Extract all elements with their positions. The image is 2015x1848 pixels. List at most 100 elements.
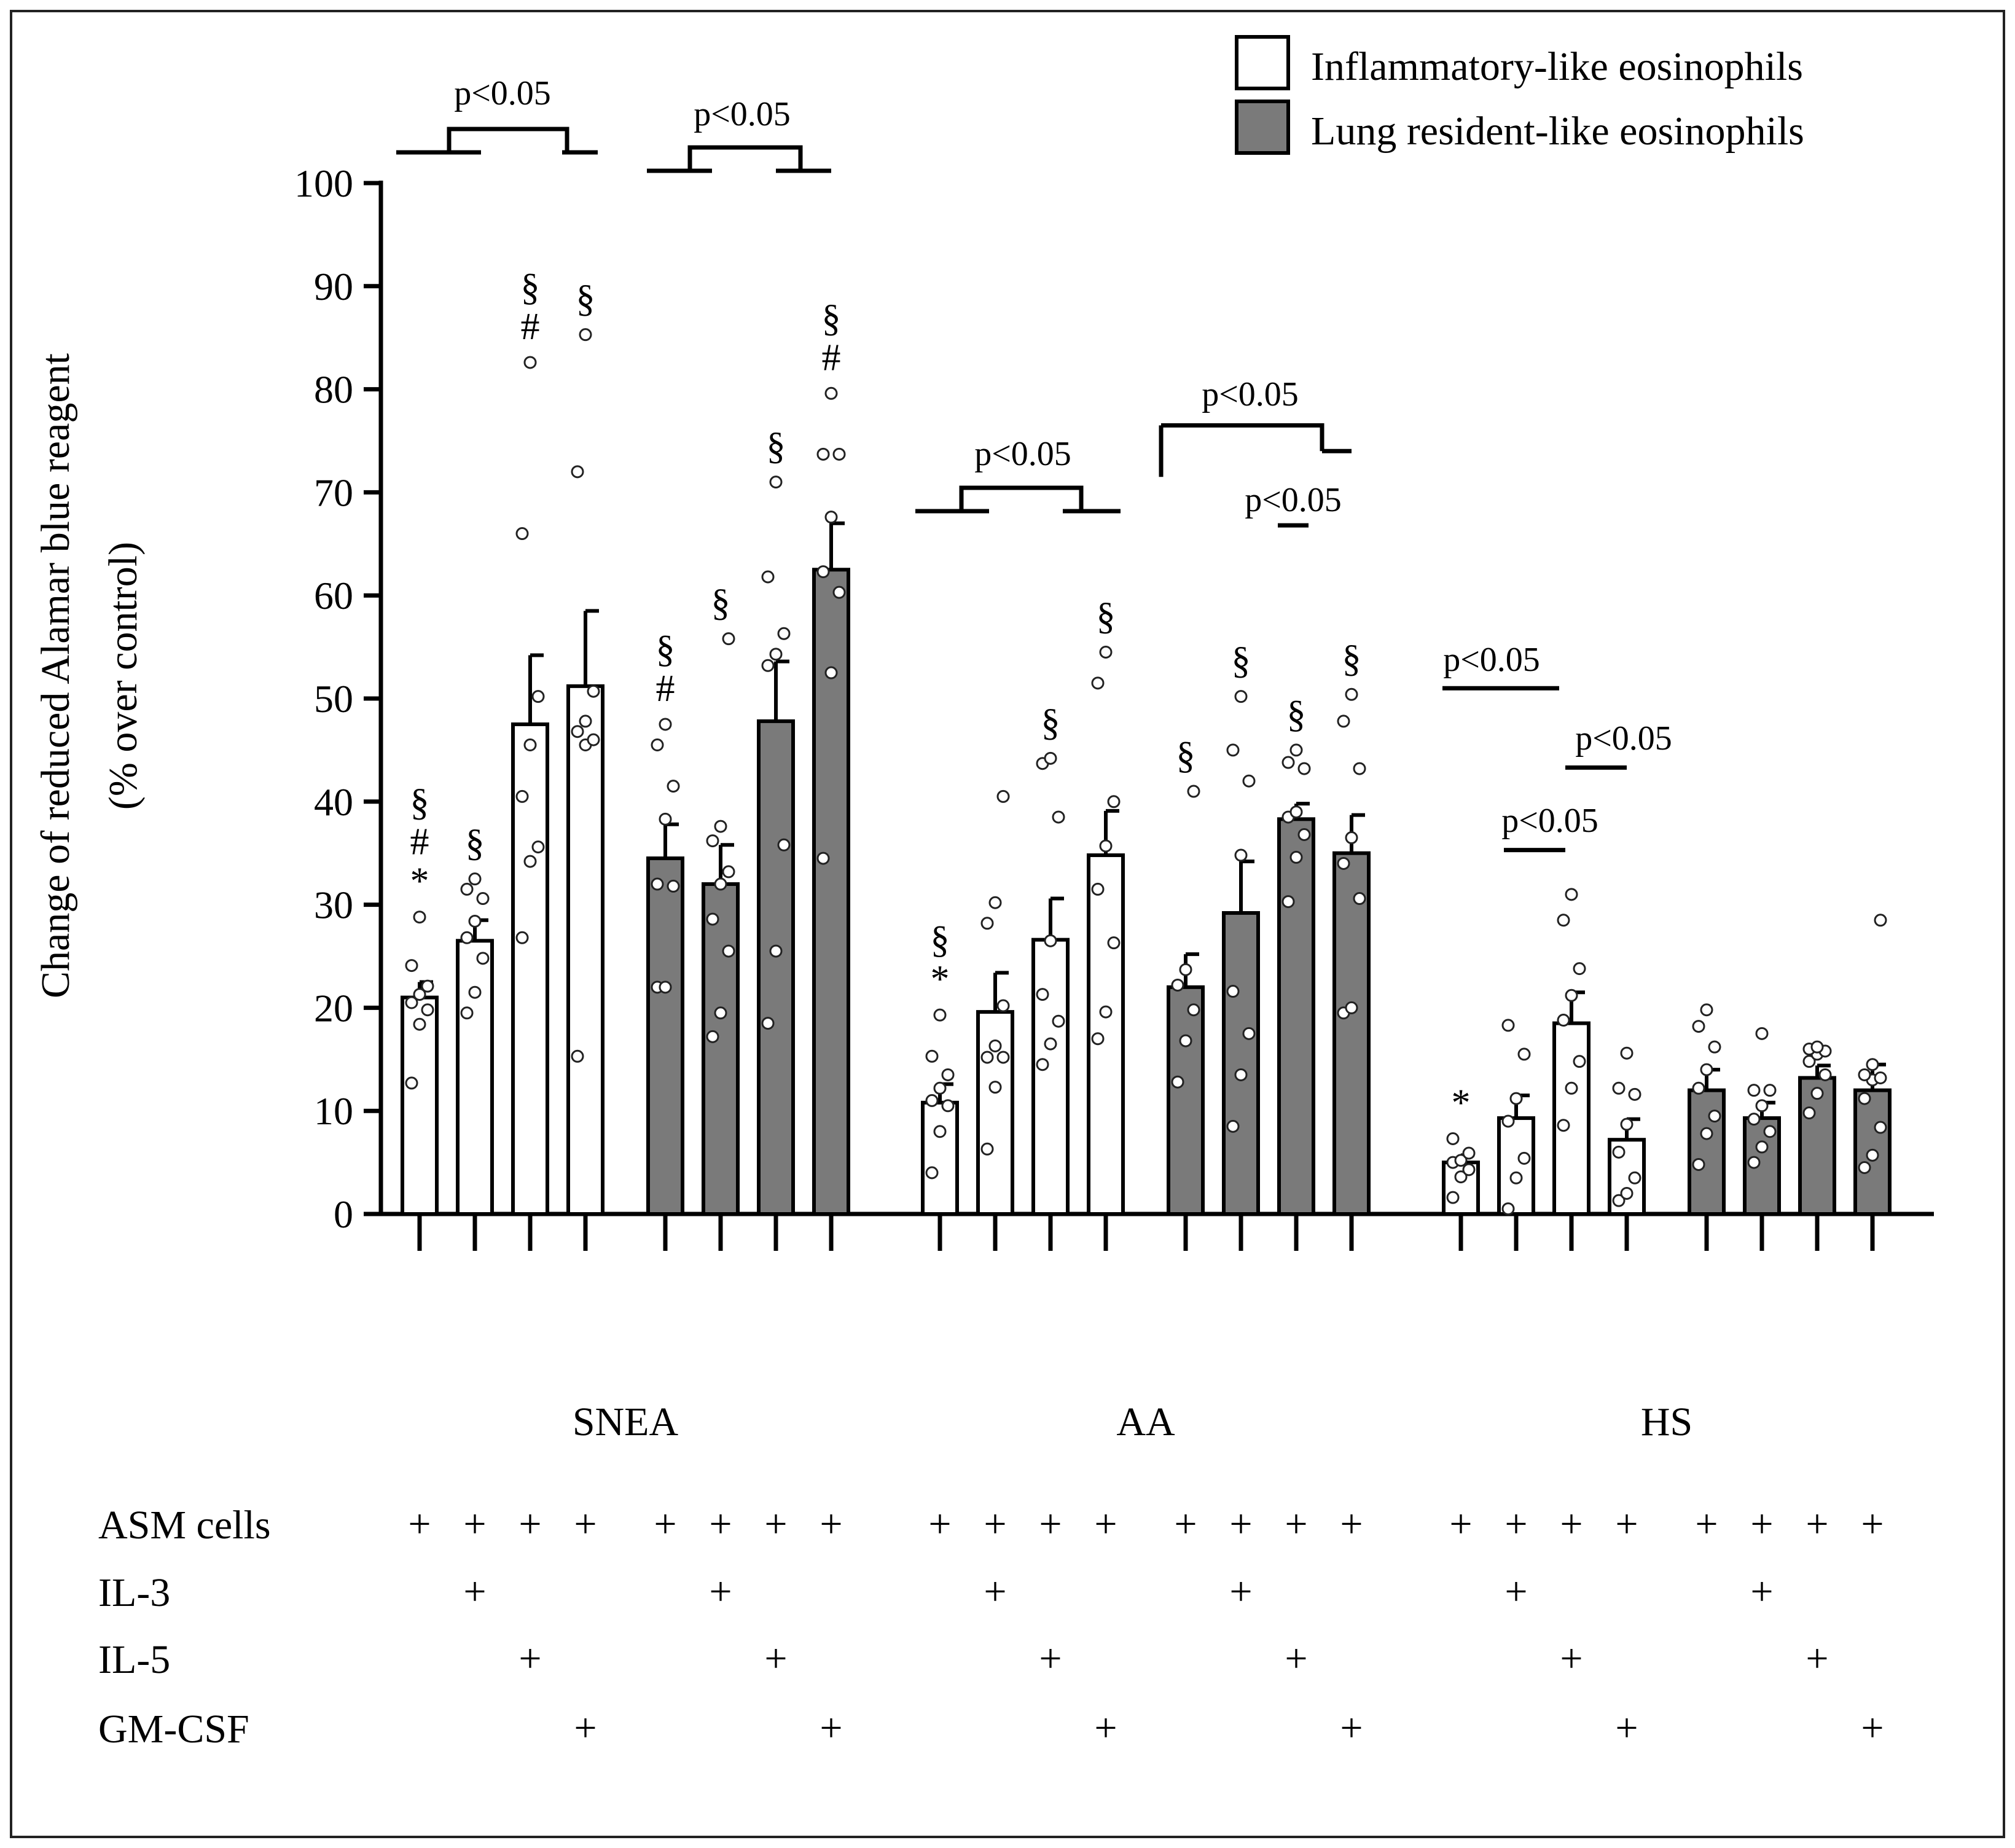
significance-mark: § bbox=[656, 628, 675, 670]
data-point bbox=[651, 877, 664, 891]
y-tick-label: 30 bbox=[314, 883, 353, 927]
data-point bbox=[824, 511, 838, 524]
data-point bbox=[405, 1076, 418, 1090]
significance-mark: § bbox=[711, 582, 730, 624]
data-point bbox=[1289, 743, 1303, 757]
data-point bbox=[1345, 687, 1358, 701]
data-point bbox=[1297, 828, 1311, 841]
data-point bbox=[421, 1003, 434, 1017]
condition-plus: + bbox=[820, 1502, 842, 1546]
data-point bbox=[714, 820, 727, 833]
condition-plus: + bbox=[709, 1502, 732, 1546]
condition-plus: + bbox=[984, 1502, 1006, 1546]
comparison-label: p<0.05 bbox=[1575, 719, 1672, 758]
data-point bbox=[579, 715, 592, 728]
data-point bbox=[941, 1099, 955, 1113]
data-point bbox=[1171, 1075, 1184, 1089]
data-point bbox=[722, 632, 735, 646]
data-point bbox=[925, 1166, 939, 1180]
condition-plus: + bbox=[1615, 1705, 1638, 1750]
condition-plus: + bbox=[1750, 1569, 1773, 1614]
data-point bbox=[1337, 715, 1350, 728]
data-point bbox=[933, 1125, 947, 1138]
data-point bbox=[587, 684, 600, 698]
data-point bbox=[980, 917, 994, 930]
data-point bbox=[523, 738, 537, 752]
condition-plus: + bbox=[1750, 1502, 1773, 1546]
data-point bbox=[1242, 1027, 1256, 1040]
data-point bbox=[1179, 1034, 1192, 1047]
data-point bbox=[769, 476, 783, 489]
data-point bbox=[761, 659, 775, 672]
data-point bbox=[1036, 988, 1049, 1001]
legend-label-inflammatory: Inflammatory-like eosinophils bbox=[1311, 44, 1803, 89]
data-point bbox=[1462, 1146, 1476, 1160]
condition-plus: + bbox=[1039, 1636, 1062, 1681]
data-point bbox=[1289, 805, 1303, 819]
data-point bbox=[714, 877, 727, 891]
comparison-bracket bbox=[396, 127, 598, 155]
data-point bbox=[1036, 1058, 1049, 1071]
data-point bbox=[816, 565, 830, 579]
data-point bbox=[1858, 1161, 1871, 1174]
bar bbox=[757, 719, 795, 1216]
significance-mark: * bbox=[410, 861, 429, 902]
data-point bbox=[988, 1039, 1002, 1052]
data-point bbox=[667, 780, 680, 793]
data-point bbox=[706, 834, 719, 848]
data-point bbox=[659, 812, 672, 826]
data-point bbox=[579, 328, 592, 342]
significance-mark: # bbox=[656, 668, 675, 710]
condition-plus: + bbox=[1560, 1502, 1583, 1546]
data-point bbox=[1226, 1119, 1240, 1133]
comparison-bracket bbox=[915, 485, 1121, 514]
y-tick-label: 100 bbox=[294, 162, 353, 205]
condition-plus: + bbox=[1560, 1636, 1583, 1681]
data-point bbox=[1755, 1140, 1769, 1154]
data-point bbox=[1226, 985, 1240, 998]
data-point bbox=[460, 931, 474, 944]
significance-mark: § bbox=[521, 267, 540, 308]
bar bbox=[1031, 938, 1070, 1216]
significance-mark: § bbox=[1342, 638, 1361, 679]
condition-plus: + bbox=[820, 1705, 842, 1750]
data-point bbox=[941, 1068, 955, 1081]
data-point bbox=[1700, 1003, 1713, 1017]
group-label: HS bbox=[1641, 1400, 1692, 1444]
data-point bbox=[413, 988, 426, 1001]
y-tick-label: 60 bbox=[314, 574, 353, 617]
condition-plus: + bbox=[574, 1705, 597, 1750]
data-point bbox=[1810, 1040, 1824, 1054]
data-point bbox=[1509, 1171, 1523, 1184]
data-point bbox=[1708, 1040, 1721, 1054]
data-point bbox=[1565, 1081, 1578, 1095]
data-point bbox=[1565, 888, 1578, 901]
data-point bbox=[1501, 1202, 1515, 1216]
data-point bbox=[1874, 1121, 1887, 1134]
condition-plus: + bbox=[1285, 1502, 1307, 1546]
condition-plus: + bbox=[1039, 1502, 1062, 1546]
data-point bbox=[1866, 1148, 1879, 1162]
data-point bbox=[1612, 1145, 1626, 1159]
y-axis-label: Change of reduced Alamar blue reagent bbox=[33, 353, 78, 998]
data-point bbox=[1052, 810, 1065, 824]
bar bbox=[1332, 851, 1371, 1216]
bar bbox=[566, 684, 604, 1216]
significance-mark: § bbox=[1176, 735, 1195, 777]
condition-plus: + bbox=[1806, 1502, 1828, 1546]
data-point bbox=[777, 838, 791, 852]
data-point bbox=[816, 447, 830, 461]
significance-mark: * bbox=[931, 958, 950, 1000]
data-point bbox=[515, 527, 529, 541]
data-point bbox=[1234, 690, 1248, 703]
data-point bbox=[1107, 936, 1121, 950]
data-point bbox=[531, 690, 545, 703]
data-point bbox=[421, 979, 434, 993]
data-point bbox=[706, 1030, 719, 1043]
data-point bbox=[706, 912, 719, 926]
condition-plus: + bbox=[463, 1502, 486, 1546]
data-point bbox=[651, 738, 664, 752]
data-point bbox=[1802, 1055, 1816, 1068]
data-point bbox=[1091, 882, 1105, 896]
